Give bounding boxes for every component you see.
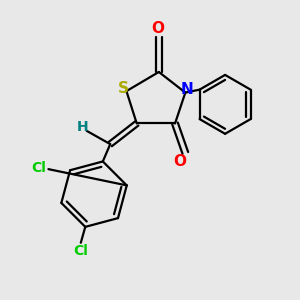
Text: N: N [180, 82, 193, 97]
Text: O: O [173, 154, 187, 169]
Text: Cl: Cl [74, 244, 88, 258]
Text: Cl: Cl [32, 161, 46, 175]
Text: O: O [151, 21, 164, 36]
Text: S: S [117, 81, 128, 96]
Text: H: H [76, 120, 88, 134]
